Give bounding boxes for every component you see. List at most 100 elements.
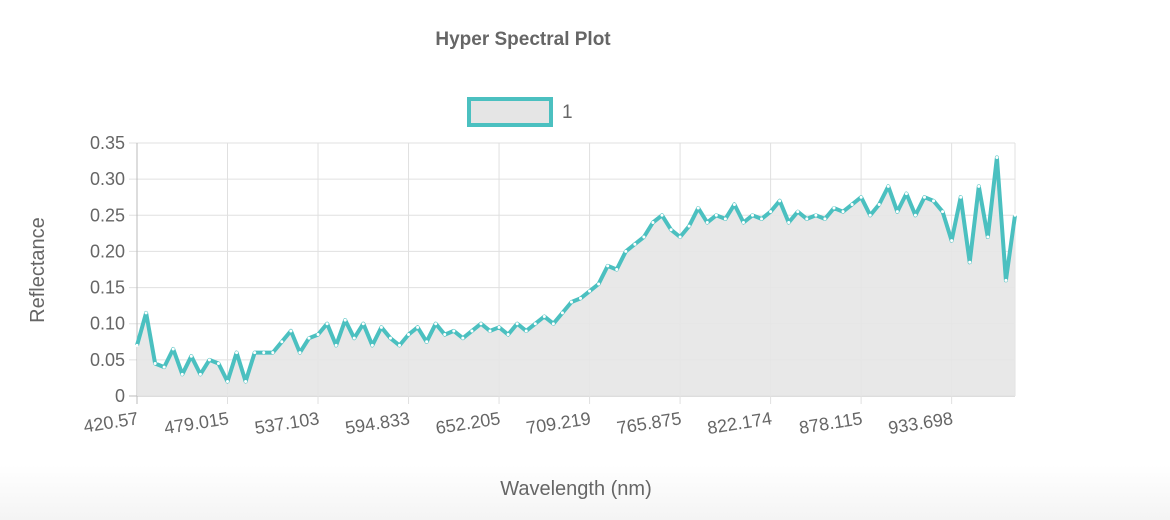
- y-tick-label: 0: [115, 386, 125, 406]
- point: [723, 217, 727, 221]
- point: [153, 361, 157, 365]
- point: [769, 210, 773, 214]
- point: [171, 347, 175, 351]
- point: [615, 268, 619, 271]
- point: [778, 199, 782, 203]
- point: [760, 217, 764, 221]
- point: [425, 340, 429, 344]
- legend-swatch: [467, 97, 553, 127]
- point: [135, 343, 139, 347]
- point: [904, 192, 908, 196]
- point: [207, 358, 211, 362]
- point: [488, 329, 492, 333]
- line: [135, 155, 1017, 384]
- point: [271, 351, 275, 355]
- point: [913, 213, 917, 217]
- point: [216, 361, 220, 365]
- point: [370, 343, 374, 347]
- point: [416, 325, 420, 329]
- x-tick-label: 479.015: [163, 408, 230, 438]
- point: [180, 372, 184, 376]
- point: [886, 184, 890, 188]
- legend-label: 1: [562, 102, 573, 123]
- point: [289, 329, 293, 333]
- point: [669, 228, 673, 232]
- point: [407, 333, 411, 337]
- point: [868, 213, 872, 217]
- point: [569, 300, 573, 304]
- point: [588, 289, 592, 293]
- point: [1004, 278, 1008, 282]
- point: [334, 343, 338, 347]
- point: [678, 235, 682, 239]
- point: [162, 365, 166, 369]
- point: [687, 224, 691, 228]
- point: [895, 210, 899, 214]
- point: [189, 354, 193, 358]
- point: [705, 221, 709, 225]
- x-tick-label: 652.205: [434, 408, 501, 438]
- point: [461, 336, 465, 340]
- point: [995, 155, 999, 159]
- point: [597, 282, 601, 286]
- point: [741, 221, 745, 225]
- point: [434, 322, 438, 326]
- x-tick-label: 822.174: [706, 408, 773, 438]
- point: [732, 202, 736, 206]
- point: [660, 213, 664, 217]
- x-tick-label: 933.698: [887, 408, 954, 438]
- x-tick-label: 709.219: [525, 408, 592, 438]
- x-axis-label: Wavelength (nm): [500, 478, 652, 500]
- point: [696, 206, 700, 210]
- point: [642, 235, 646, 239]
- point: [841, 210, 845, 214]
- point: [950, 239, 954, 243]
- point: [814, 213, 818, 217]
- y-tick-label: 0.35: [90, 133, 125, 153]
- point: [388, 336, 392, 340]
- x-tick-label: 878.115: [798, 408, 864, 438]
- point: [542, 314, 546, 318]
- point: [787, 221, 791, 225]
- point: [823, 217, 827, 221]
- point: [280, 340, 284, 344]
- point: [968, 260, 972, 264]
- point: [379, 325, 383, 329]
- point: [262, 351, 266, 355]
- point: [144, 311, 148, 315]
- point: [606, 264, 610, 268]
- point: [624, 249, 628, 253]
- point: [633, 242, 637, 246]
- point: [959, 195, 963, 199]
- y-tick-label: 0.20: [90, 241, 125, 261]
- point: [850, 202, 854, 206]
- point: [253, 351, 257, 355]
- point: [1013, 213, 1017, 217]
- point: [307, 336, 311, 340]
- point: [452, 329, 456, 333]
- point: [859, 195, 863, 199]
- point: [443, 333, 447, 337]
- point: [244, 380, 248, 384]
- point: [922, 195, 926, 199]
- y-tick-label: 0.25: [90, 205, 125, 225]
- x-tick-label: 594.833: [344, 408, 411, 438]
- point: [361, 322, 365, 326]
- point: [560, 311, 564, 315]
- point: [932, 199, 936, 203]
- point: [805, 217, 809, 221]
- y-tick-label: 0.10: [90, 314, 125, 334]
- point: [796, 210, 800, 214]
- point: [316, 333, 320, 337]
- y-tick-label: 0.05: [90, 350, 125, 370]
- point: [506, 333, 510, 337]
- point: [877, 202, 881, 206]
- point: [235, 351, 239, 355]
- point: [325, 322, 329, 326]
- point: [343, 318, 347, 322]
- point: [533, 322, 537, 326]
- point: [226, 380, 230, 384]
- point: [551, 322, 555, 326]
